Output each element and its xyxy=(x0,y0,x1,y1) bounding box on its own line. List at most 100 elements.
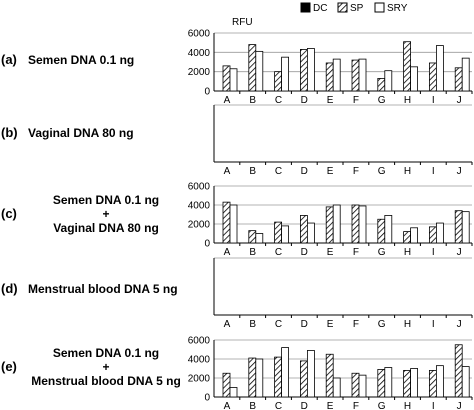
x-label-e-G: G xyxy=(378,401,386,410)
x-label-b-B: B xyxy=(249,166,256,177)
bar-a-sry-D xyxy=(306,48,315,92)
x-label-b-F: F xyxy=(353,166,359,177)
bar-e-sry-B xyxy=(255,358,264,398)
bar-e-sry-F xyxy=(358,374,367,398)
y-tick-c-0: 0 xyxy=(204,239,210,250)
legend-swatch-sry xyxy=(374,2,385,13)
bar-c-sry-F xyxy=(358,205,367,244)
bar-a-sry-B xyxy=(255,50,264,92)
x-label-b-D: D xyxy=(301,166,308,177)
x-label-c-B: B xyxy=(249,247,256,258)
bar-c-sry-A xyxy=(229,204,238,244)
bar-c-sp-A xyxy=(222,201,231,244)
x-label-a-D: D xyxy=(301,95,308,106)
bar-a-sp-A xyxy=(222,65,231,92)
bar-e-sry-H xyxy=(410,368,419,398)
x-label-c-E: E xyxy=(327,247,334,258)
bar-a-sp-H xyxy=(403,41,412,92)
bar-e-sp-H xyxy=(403,369,412,398)
x-label-a-A: A xyxy=(224,95,231,106)
x-label-a-I: I xyxy=(432,95,435,106)
row-text-e-2: + xyxy=(102,360,110,374)
x-label-a-F: F xyxy=(353,95,359,106)
x-label-d-J: J xyxy=(457,319,462,330)
y-tick-c-4000: 4000 xyxy=(188,201,211,212)
legend-swatch-dc xyxy=(300,2,311,13)
bar-a-sp-C xyxy=(274,71,283,92)
x-label-c-I: I xyxy=(432,247,435,258)
bar-c-sp-J xyxy=(454,210,463,244)
bar-e-sry-G xyxy=(384,367,393,398)
x-label-b-J: J xyxy=(457,166,462,177)
bar-e-sp-A xyxy=(222,372,231,398)
legend-swatch-sp xyxy=(337,2,348,13)
row-text-e-1: Semen DNA 0.1 ng xyxy=(52,346,160,360)
x-label-d-D: D xyxy=(301,319,308,330)
y-unit-label: RFU xyxy=(232,17,253,28)
legend-label-dc: DC xyxy=(313,3,327,14)
legend-label-sp: SP xyxy=(350,3,364,14)
bar-e-sry-I xyxy=(435,365,444,398)
x-label-c-C: C xyxy=(275,247,282,258)
y-tick-e-2000: 2000 xyxy=(188,374,211,385)
x-label-e-A: A xyxy=(224,401,231,410)
bar-a-sp-D xyxy=(299,49,308,92)
bar-a-sry-F xyxy=(358,58,367,92)
bar-c-sry-C xyxy=(281,225,290,244)
bar-a-sp-J xyxy=(454,67,463,92)
bar-c-sp-C xyxy=(274,221,283,244)
bar-c-sp-G xyxy=(377,218,386,244)
row-letter-d: (d) xyxy=(1,281,18,296)
x-label-a-B: B xyxy=(249,95,256,106)
bar-e-sry-E xyxy=(332,377,341,398)
x-label-c-H: H xyxy=(404,247,411,258)
bar-a-sry-H xyxy=(410,66,419,92)
row-text-c-2: + xyxy=(102,207,110,221)
x-label-d-G: G xyxy=(378,319,386,330)
legend: DC SP SRY xyxy=(300,2,408,14)
x-label-d-I: I xyxy=(432,319,435,330)
y-tick-e-4000: 4000 xyxy=(188,355,211,366)
x-label-a-H: H xyxy=(404,95,411,106)
y-tick-c-6000: 6000 xyxy=(188,182,211,193)
x-label-c-J: J xyxy=(457,247,462,258)
bar-a-sp-F xyxy=(351,59,360,92)
y-tick-a-4000: 4000 xyxy=(188,48,211,59)
bar-e-sp-F xyxy=(351,372,360,398)
x-label-c-F: F xyxy=(353,247,359,258)
row-text-b: Vaginal DNA 80 ng xyxy=(28,126,134,140)
bar-c-sry-H xyxy=(410,227,419,244)
bar-c-sp-E xyxy=(325,206,334,244)
bar-e-sry-C xyxy=(281,347,290,398)
x-label-e-B: B xyxy=(249,401,256,410)
row-letter-a: (a) xyxy=(1,52,17,67)
bar-e-sp-G xyxy=(377,369,386,398)
bar-c-sry-B xyxy=(255,233,264,244)
row-letter-c: (c) xyxy=(1,206,17,221)
row-text-e-3: Menstrual blood DNA 5 ng xyxy=(31,374,181,388)
x-label-d-C: C xyxy=(275,319,282,330)
bar-c-sry-I xyxy=(435,222,444,244)
y-tick-a-2000: 2000 xyxy=(188,67,211,78)
bar-e-sp-I xyxy=(428,369,437,398)
row-text-a: Semen DNA 0.1 ng xyxy=(28,53,135,67)
bar-c-sry-E xyxy=(332,204,341,244)
legend-label-sry: SRY xyxy=(387,3,408,14)
x-label-b-I: I xyxy=(432,166,435,177)
row-letter-e: (e) xyxy=(1,359,17,374)
bar-e-sry-D xyxy=(306,350,315,398)
bar-c-sry-D xyxy=(306,222,315,244)
bar-c-sp-F xyxy=(351,204,360,244)
x-label-e-I: I xyxy=(432,401,435,410)
bar-c-sp-D xyxy=(299,215,308,244)
y-tick-e-0: 0 xyxy=(204,393,210,404)
bar-a-sry-E xyxy=(332,58,341,92)
x-label-b-E: E xyxy=(327,166,334,177)
bar-e-sry-J xyxy=(461,366,470,398)
bar-e-sp-C xyxy=(274,356,283,398)
bar-a-sry-A xyxy=(229,68,238,92)
row-letter-b: (b) xyxy=(1,125,18,140)
bar-e-sry-A xyxy=(229,387,238,398)
x-label-c-G: G xyxy=(378,247,386,258)
bar-c-sp-H xyxy=(403,231,412,244)
